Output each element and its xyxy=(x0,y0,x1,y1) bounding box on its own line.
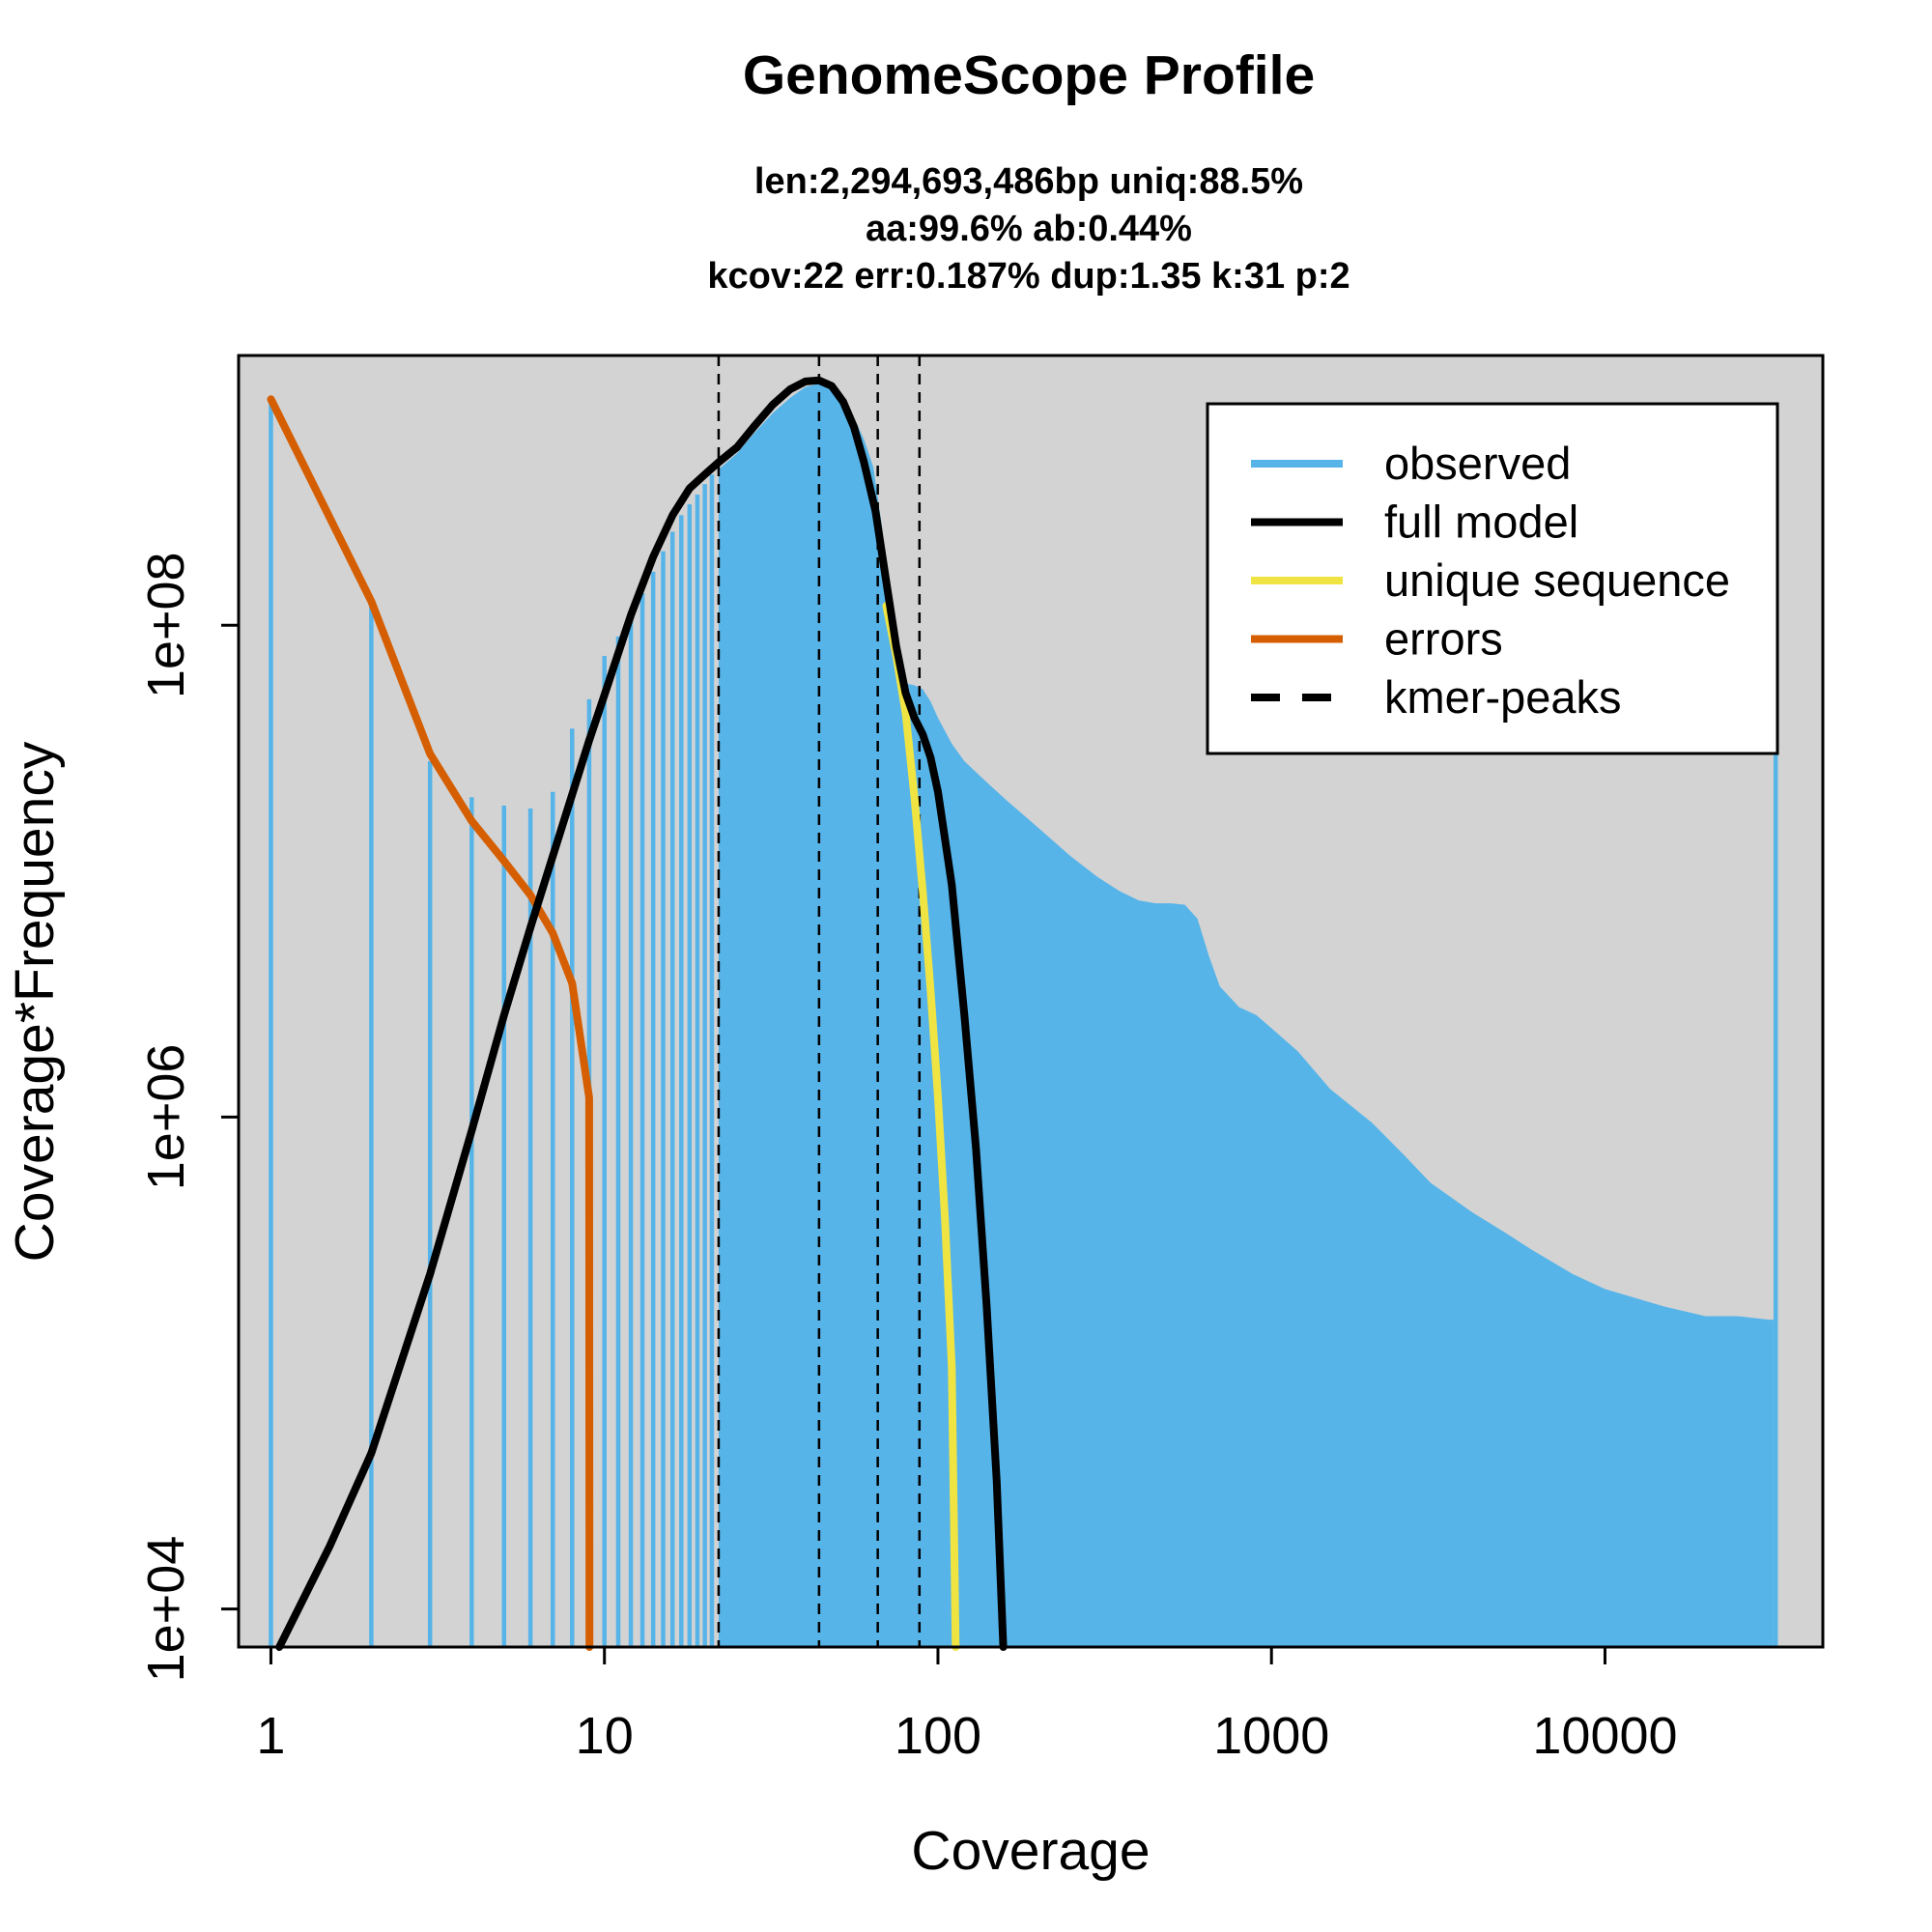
y-axis-label: Coverage*Frequency xyxy=(4,741,66,1262)
x-tick-label-4: 1000 xyxy=(1213,1707,1329,1765)
model-lines xyxy=(267,376,1008,1651)
observed-area xyxy=(718,384,1774,1648)
errors-line xyxy=(267,395,594,1651)
chart-subtitle-line-3: kcov:22 err:0.187% dup:1.35 k:31 p:2 xyxy=(707,256,1350,297)
legend-label-full-model: full model xyxy=(1384,497,1578,548)
x-tick-label-3: 100 xyxy=(895,1707,981,1765)
chart-title: GenomeScope Profile xyxy=(743,44,1315,106)
full-model-line xyxy=(275,376,1008,1651)
legend-label-observed: observed xyxy=(1384,438,1571,489)
legend: observed full model unique sequence errors k… xyxy=(1206,402,1779,755)
x-tick-label-2: 10 xyxy=(576,1707,634,1765)
x-tick-label-1: 1 xyxy=(256,1707,285,1765)
y-tick-label-2: 1e+06 xyxy=(137,1044,195,1191)
chart-subtitle-line-1: len:2,294,693,486bp uniq:88.5% xyxy=(754,161,1303,202)
kmer-peak-lines xyxy=(717,355,922,1647)
y-tick-label-1: 1e+04 xyxy=(137,1536,195,1683)
legend-label-kmer-peaks: kmer-peaks xyxy=(1384,671,1622,723)
x-tick-label-5: 10000 xyxy=(1532,1707,1677,1765)
y-axis: 1e+04 1e+06 1e+08 xyxy=(137,552,241,1683)
legend-label-unique-sequence: unique sequence xyxy=(1384,554,1730,606)
legend-label-errors: errors xyxy=(1384,613,1503,665)
x-axis-label: Coverage xyxy=(911,1820,1150,1882)
y-tick-label-3: 1e+08 xyxy=(137,552,195,698)
chart-subtitle-line-2: aa:99.6% ab:0.44% xyxy=(866,209,1192,249)
x-axis: 1 10 100 1000 10000 xyxy=(256,1645,1678,1765)
